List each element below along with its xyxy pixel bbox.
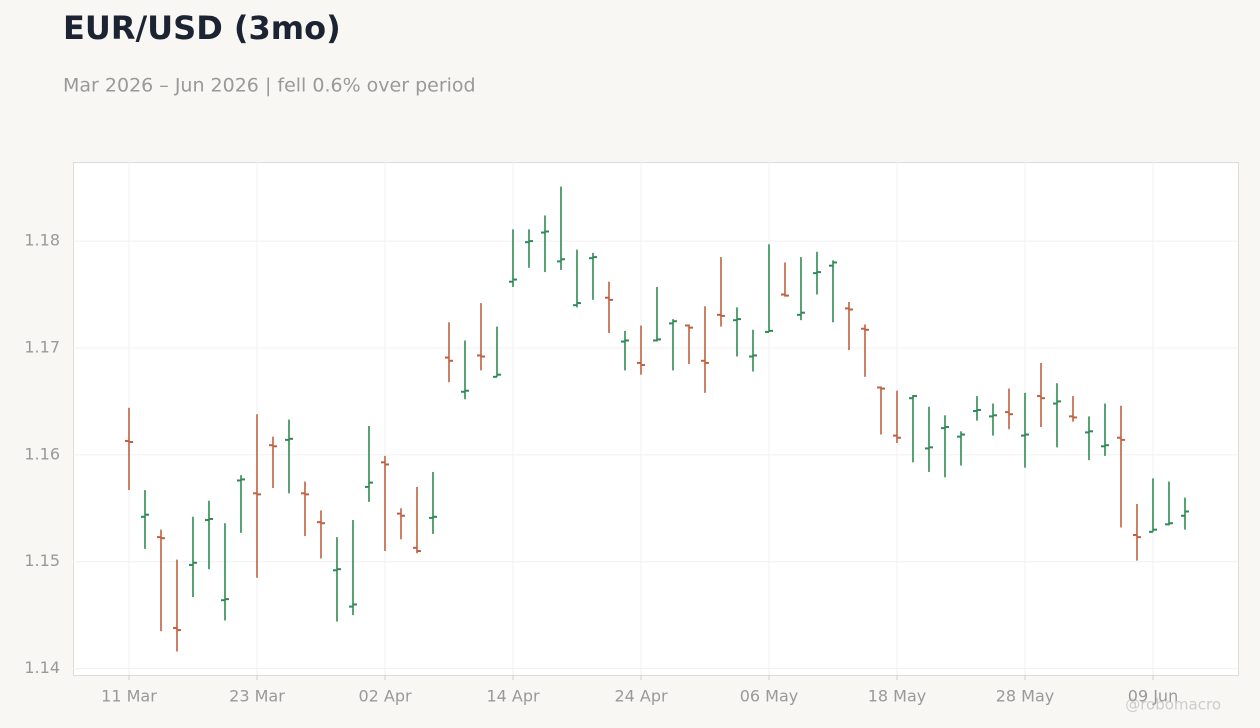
x-tick-label: 23 Mar <box>229 687 285 706</box>
x-tick-label: 14 Apr <box>486 687 540 706</box>
x-tick-label: 28 May <box>996 687 1055 706</box>
x-tick-label: 24 Apr <box>614 687 668 706</box>
plot-area <box>73 162 1239 676</box>
watermark: @robomacro <box>1125 696 1221 714</box>
x-tick-label: 09 Jun <box>1128 687 1178 706</box>
y-tick-label: 1.18 <box>24 231 60 250</box>
x-tick-label: 06 May <box>740 687 799 706</box>
y-tick-label: 1.16 <box>24 444 60 463</box>
y-tick-label: 1.17 <box>24 337 60 356</box>
chart-subtitle: Mar 2026 – Jun 2026 | fell 0.6% over per… <box>63 75 476 97</box>
y-tick-label: 1.15 <box>24 551 60 570</box>
x-tick-label: 18 May <box>868 687 927 706</box>
y-tick-label: 1.14 <box>24 658 60 677</box>
x-tick-label: 11 Mar <box>101 687 157 706</box>
x-tick-label: 02 Apr <box>358 687 412 706</box>
chart-title: EUR/USD (3mo) <box>63 9 341 47</box>
